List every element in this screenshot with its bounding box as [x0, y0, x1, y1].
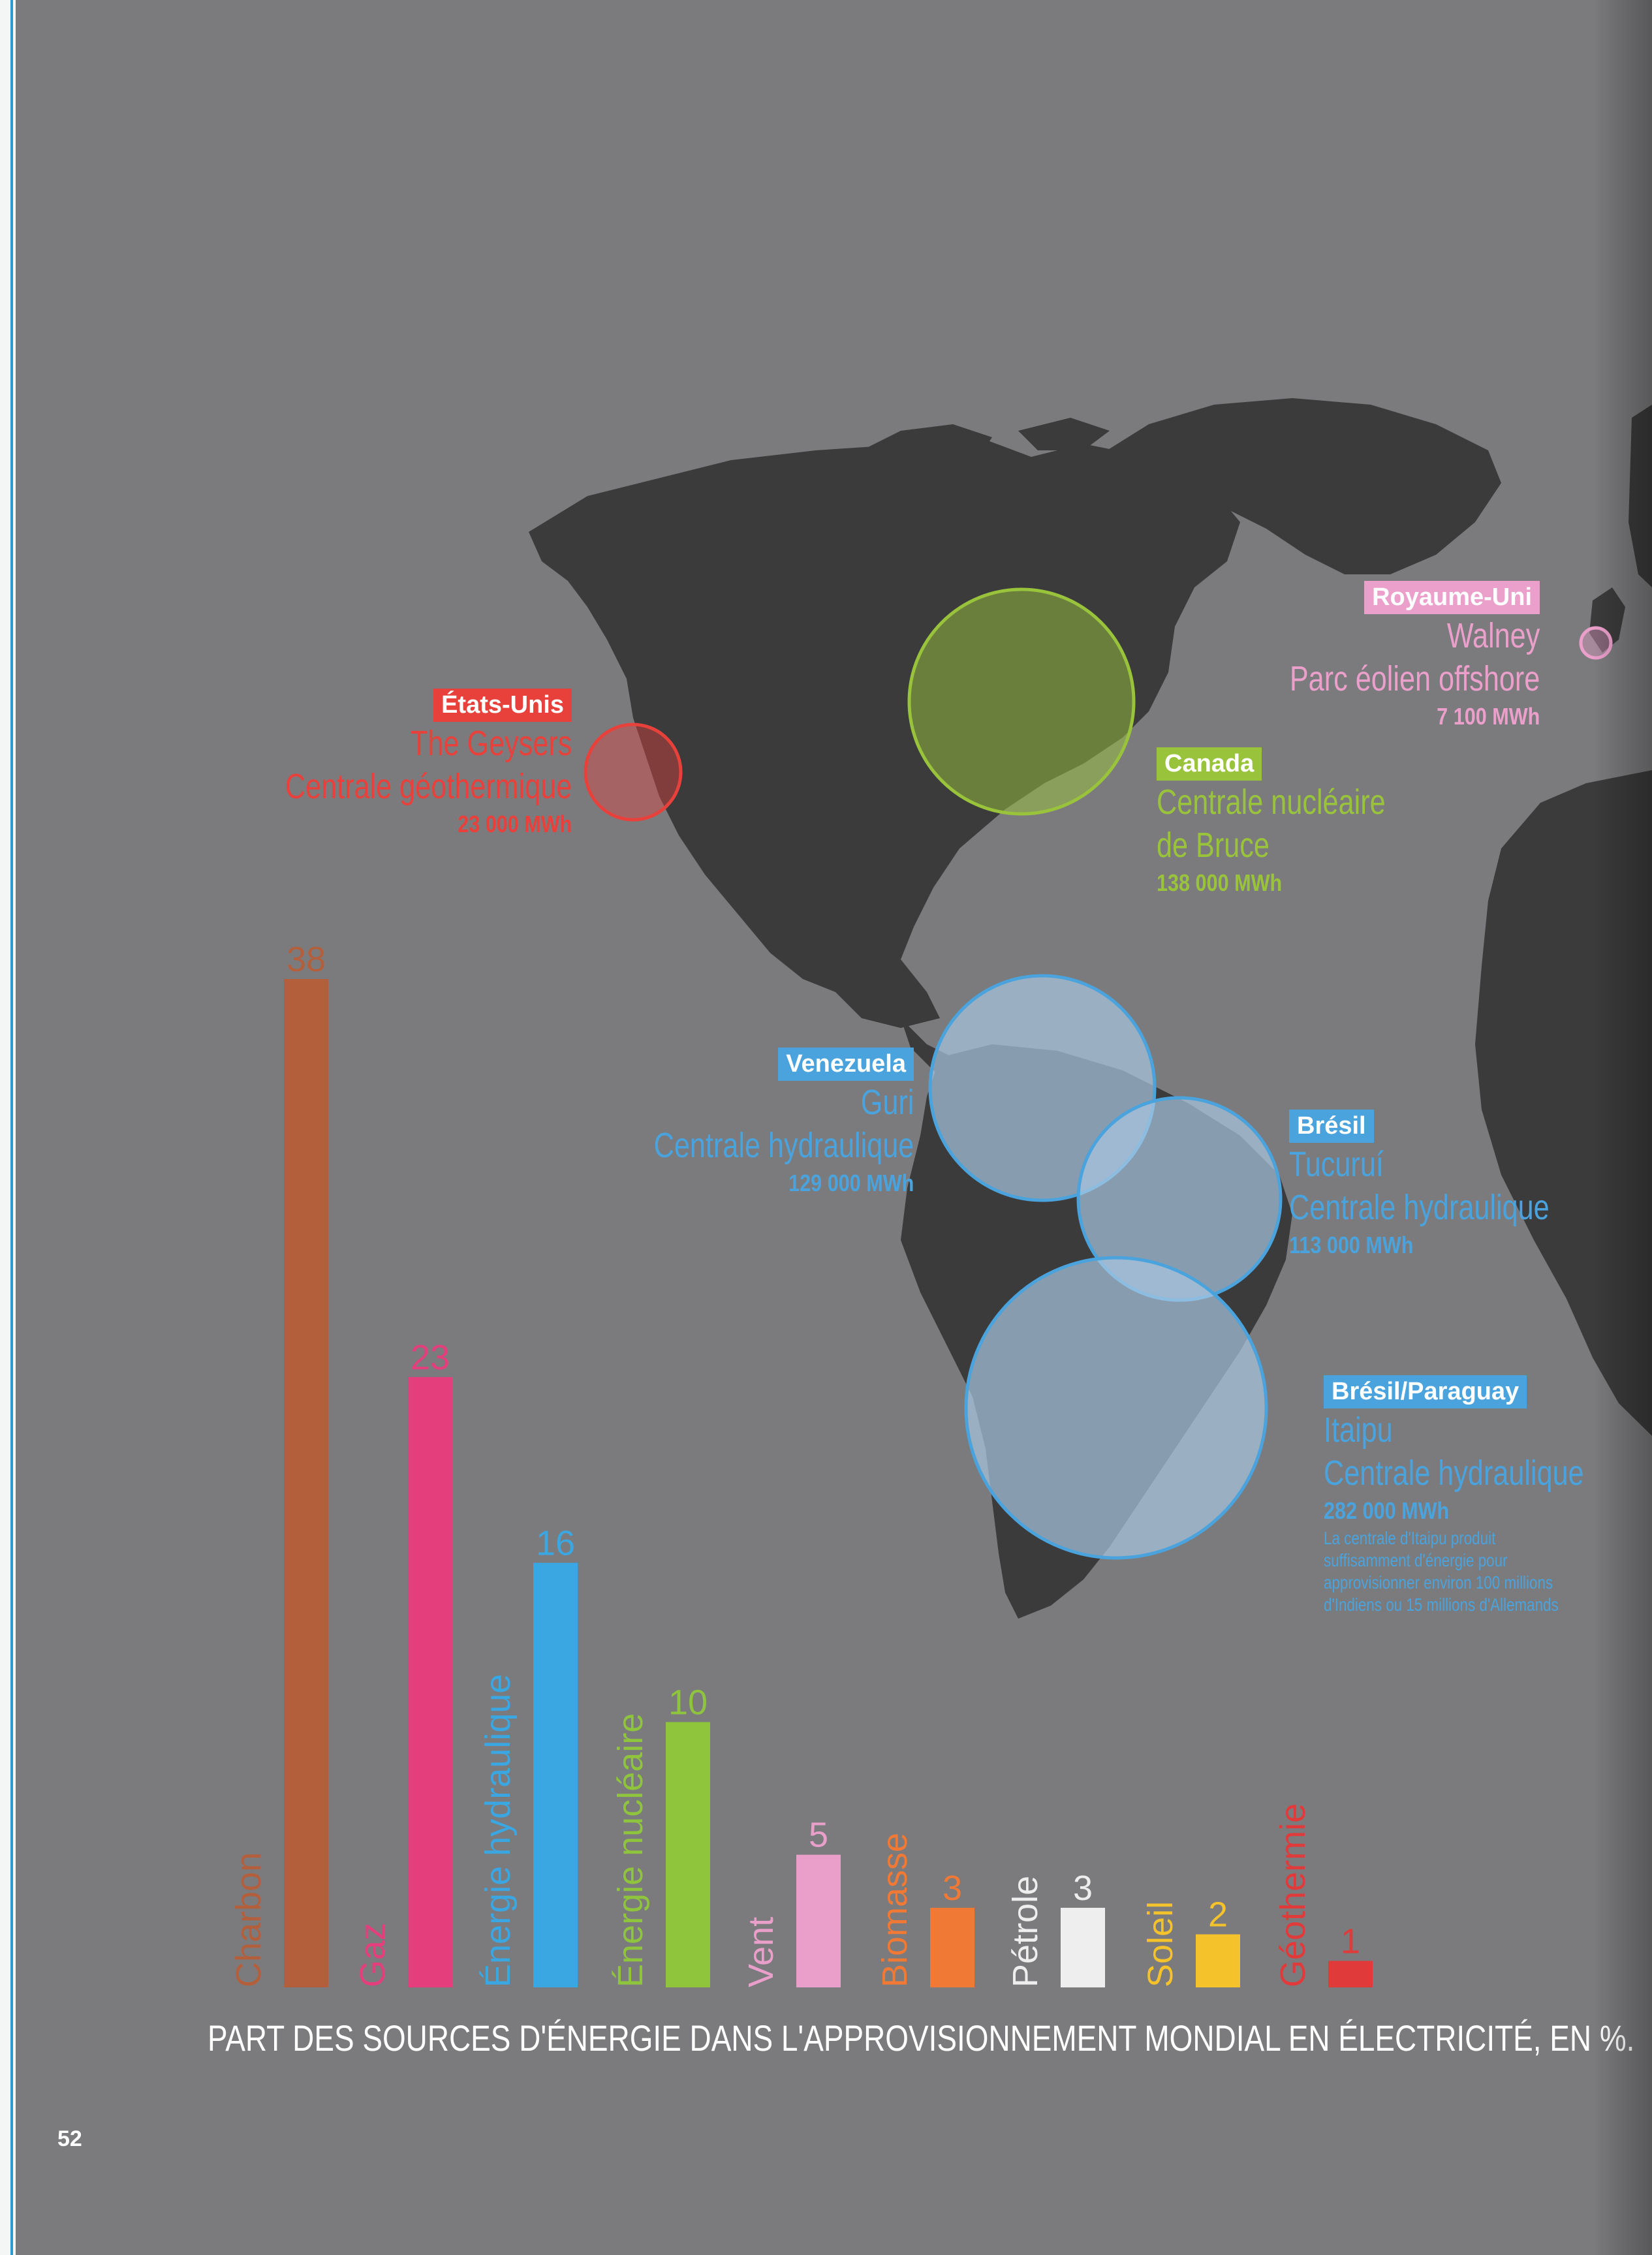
uk-plant-circle — [1579, 626, 1613, 660]
north-america-shape — [529, 437, 1240, 1028]
uk-shape — [1589, 587, 1625, 653]
page-spine — [0, 0, 16, 2255]
itaipu-plant-circle — [964, 1256, 1268, 1560]
bar — [796, 1854, 841, 1987]
page-number: 52 — [57, 2126, 82, 2151]
usa-plant-label: États-Unis The Geysers Centrale géotherm… — [213, 689, 572, 841]
canada-plant-circle — [907, 587, 1136, 816]
bar-value-label: 3 — [1073, 1869, 1093, 1908]
bar-value-label: 3 — [943, 1869, 962, 1908]
bar — [930, 1908, 974, 1987]
canada-plant-output: 138 000 MWh — [1157, 869, 1283, 896]
bar — [408, 1376, 452, 1987]
category-label: Vent — [741, 1917, 781, 1987]
uk-plant-label: Royaume-Uni Walney Parc éolien offshore … — [1227, 581, 1540, 733]
spine-accent-line — [10, 0, 13, 2255]
venezuela-plant-output: 129 000 MWh — [788, 1170, 914, 1196]
tucurui-country-tag: Brésil — [1289, 1110, 1374, 1143]
venezuela-plant-type: Centrale hydraulique — [653, 1126, 914, 1165]
venezuela-country-tag: Venezuela — [778, 1048, 914, 1081]
usa-country-tag: États-Unis — [433, 689, 572, 722]
tucurui-plant-name: Tucuruí — [1289, 1145, 1384, 1184]
bar-value-label: 1 — [1341, 1921, 1360, 1961]
arctic-islands-shape — [849, 418, 1110, 467]
tucurui-plant-output: 113 000 MWh — [1289, 1232, 1414, 1258]
itaipu-note-line: d'Indiens ou 15 millions d'Allemands — [1324, 1594, 1559, 1615]
bar-value-label: 10 — [668, 1683, 708, 1722]
bar-value-label: 38 — [287, 940, 326, 979]
venezuela-plant-name: Guri — [860, 1083, 914, 1122]
page-edge-shadow — [1593, 0, 1652, 2255]
usa-plant-type: Centrale géothermique — [285, 767, 572, 806]
tucurui-plant-label: Brésil Tucuruí Centrale hydraulique 113 … — [1289, 1110, 1614, 1262]
category-label: Soleil — [1141, 1901, 1180, 1987]
category-label: Énergie nucléaire — [611, 1713, 650, 1987]
category-label: Énergie hydraulique — [478, 1674, 518, 1987]
itaipu-note-line: approvisionner environ 100 millions — [1324, 1572, 1553, 1593]
bar-value-label: 5 — [809, 1816, 828, 1855]
canada-country-tag: Canada — [1157, 747, 1262, 781]
bar — [1328, 1961, 1373, 1987]
bar — [1061, 1908, 1105, 1987]
tucurui-plant-type: Centrale hydraulique — [1289, 1188, 1550, 1227]
itaipu-note-line: suffisamment d'énergie pour — [1324, 1550, 1508, 1570]
category-label: Biomasse — [875, 1833, 914, 1987]
usa-plant-name: The Geysers — [410, 724, 572, 763]
category-label: Gaz — [353, 1923, 392, 1987]
bar — [666, 1722, 710, 1987]
venezuela-plant-label: Venezuela Guri Centrale hydraulique 129 … — [589, 1048, 914, 1200]
uk-country-tag: Royaume-Uni — [1364, 581, 1540, 614]
norway-shape — [1629, 405, 1652, 587]
itaipu-note-line: La centrale d'Itaipu produit — [1324, 1528, 1496, 1548]
greenland-shape — [1097, 398, 1501, 574]
itaipu-plant-label: Brésil/Paraguay Itaipu Centrale hydrauli… — [1324, 1375, 1649, 1616]
bar — [533, 1563, 578, 1987]
bar — [1196, 1934, 1240, 1987]
chart-title: PART DES SOURCES D'ÉNERGIE DANS L'APPROV… — [208, 2017, 1635, 2059]
category-label: Charbon — [229, 1852, 268, 1987]
itaipu-country-tag: Brésil/Paraguay — [1324, 1375, 1527, 1408]
category-label: Pétrole — [1006, 1876, 1045, 1987]
itaipu-plant-type: Centrale hydraulique — [1324, 1454, 1584, 1493]
uk-plant-type: Parc éolien offshore — [1289, 659, 1540, 698]
canada-plant-label: Canada Centrale nucléaire de Bruce 138 0… — [1157, 747, 1442, 899]
bar-value-label: 23 — [411, 1338, 450, 1377]
bar-value-label: 2 — [1208, 1895, 1228, 1935]
uk-plant-output: 7 100 MWh — [1436, 703, 1540, 730]
uk-plant-name: Walney — [1446, 616, 1540, 655]
itaipu-plant-name: Itaipu — [1324, 1410, 1393, 1450]
category-label: Géothermie — [1273, 1803, 1313, 1987]
usa-plant-output: 23 000 MWh — [457, 811, 572, 837]
africa-europe-shape — [1475, 770, 1652, 1436]
bar — [284, 979, 328, 1987]
canada-plant-type: de Bruce — [1157, 826, 1270, 865]
usa-plant-circle — [584, 723, 683, 822]
itaipu-plant-output: 282 000 MWh — [1324, 1497, 1450, 1524]
canada-plant-name: Centrale nucléaire — [1157, 783, 1386, 822]
bar-value-label: 16 — [536, 1523, 575, 1563]
